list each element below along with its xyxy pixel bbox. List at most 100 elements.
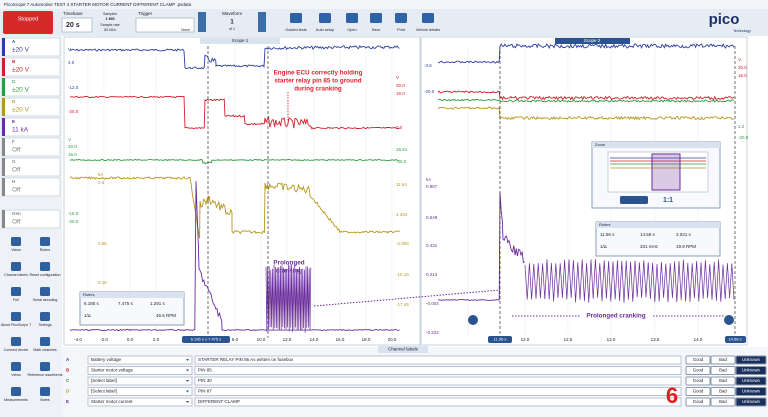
- channel-label[interactable]: [Select label]: [91, 378, 117, 383]
- tool-icon[interactable]: [11, 262, 21, 271]
- tool-icon[interactable]: [11, 387, 21, 396]
- tool-label[interactable]: Rulers: [40, 248, 51, 252]
- note-box[interactable]: [194, 355, 682, 365]
- tool-label[interactable]: Measurements: [4, 398, 28, 402]
- tool-label[interactable]: Math channels: [33, 348, 57, 352]
- toolbar-icon[interactable]: [370, 13, 382, 23]
- channel-label[interactable]: Starter motor current: [91, 399, 133, 404]
- channel-row[interactable]: [1, 177, 61, 197]
- tool-label[interactable]: Views: [11, 248, 21, 252]
- label-select[interactable]: [87, 366, 193, 375]
- channel-label[interactable]: Starter motor voltage: [91, 368, 134, 373]
- tool-label[interactable]: Views: [11, 373, 21, 377]
- verdict-button[interactable]: [710, 376, 736, 386]
- status[interactable]: Stopped: [18, 16, 39, 22]
- verdict-button[interactable]: [685, 387, 711, 396]
- verdict-button[interactable]: [685, 376, 711, 386]
- toolbar-icon[interactable]: [290, 13, 302, 23]
- verdict-label[interactable]: Good: [693, 368, 704, 373]
- tool-icon[interactable]: [11, 337, 21, 346]
- verdict-label[interactable]: Unknown: [742, 357, 761, 362]
- verdict-label[interactable]: Unknown: [742, 399, 761, 404]
- prev-waveform[interactable]: [198, 12, 206, 32]
- tool-icon[interactable]: [40, 362, 50, 371]
- verdict-button[interactable]: [710, 397, 736, 407]
- channel-note[interactable]: PIN 30: [198, 378, 212, 383]
- channel-note[interactable]: PIN 87: [198, 389, 212, 394]
- stop-button[interactable]: [3, 11, 53, 34]
- zoom-bar[interactable]: [620, 196, 648, 204]
- tool-icon[interactable]: [40, 237, 50, 246]
- verdict-label[interactable]: Unknown: [742, 389, 761, 394]
- tool-icon[interactable]: [40, 337, 50, 346]
- tool-icon[interactable]: [11, 237, 21, 246]
- channel-row[interactable]: [1, 97, 61, 117]
- tool-icon[interactable]: [40, 262, 50, 271]
- channel-labels-tab-label[interactable]: Channel labels: [388, 347, 419, 352]
- tool-icon[interactable]: [40, 287, 50, 296]
- verdict-label[interactable]: Good: [693, 399, 704, 404]
- verdict-button[interactable]: [685, 355, 711, 365]
- verdict-button[interactable]: [735, 387, 767, 396]
- verdict-label[interactable]: Bad: [719, 399, 727, 404]
- channel-row[interactable]: [1, 37, 61, 57]
- verdict-button[interactable]: [685, 397, 711, 407]
- note-box[interactable]: [194, 397, 682, 407]
- tool-icon[interactable]: [40, 387, 50, 396]
- tool-label[interactable]: Reference waveforms: [28, 373, 63, 377]
- toolbar-icon[interactable]: [346, 13, 358, 23]
- trigger-box[interactable]: [135, 17, 195, 33]
- tool-label[interactable]: Settings: [39, 323, 52, 327]
- verdict-label[interactable]: Unknown: [742, 368, 761, 373]
- toolbar-icon[interactable]: [422, 13, 434, 23]
- zoom-ratio[interactable]: 1:1: [663, 197, 673, 204]
- verdict-label[interactable]: Bad: [719, 368, 727, 373]
- tool-label[interactable]: Full: [13, 298, 19, 302]
- verdict-label[interactable]: Bad: [719, 357, 727, 362]
- next-waveform[interactable]: [258, 12, 266, 32]
- tool-icon[interactable]: [11, 287, 21, 296]
- tool-label[interactable]: Reset configuration: [30, 273, 61, 277]
- verdict-label[interactable]: Good: [693, 357, 704, 362]
- tool-icon[interactable]: [11, 312, 21, 321]
- verdict-button[interactable]: [735, 376, 767, 386]
- nav-button[interactable]: [468, 315, 478, 325]
- tool-label[interactable]: Serial decoding: [33, 298, 58, 302]
- channel-note[interactable]: PIN 85: [198, 368, 212, 373]
- channel-range[interactable]: Off: [12, 147, 21, 154]
- label-select[interactable]: [87, 397, 193, 407]
- toolbar-button-label[interactable]: Vehicle details: [416, 28, 440, 32]
- tool-label[interactable]: About PicoScope 7: [1, 323, 32, 327]
- scope-tab[interactable]: [200, 38, 280, 44]
- toolbar-button-label[interactable]: Print: [397, 28, 406, 32]
- channel-range[interactable]: 11 kA: [12, 127, 29, 134]
- verdict-button[interactable]: [735, 355, 767, 365]
- toolbar-button-label[interactable]: Auto setup: [316, 28, 334, 32]
- note-box[interactable]: [194, 366, 682, 375]
- channel-row[interactable]: [1, 137, 61, 157]
- scope-tab[interactable]: [555, 38, 630, 44]
- toolbar-button-label[interactable]: Guided tests: [285, 28, 306, 32]
- note-box[interactable]: [194, 376, 682, 386]
- tool-label[interactable]: Connect device: [4, 348, 29, 352]
- verdict-label[interactable]: Good: [693, 378, 704, 383]
- label-select[interactable]: [87, 355, 193, 365]
- verdict-label[interactable]: Good: [693, 389, 704, 394]
- channel-row[interactable]: [1, 57, 61, 77]
- channel-range[interactable]: ±20 V: [12, 87, 30, 94]
- toolbar-button-label[interactable]: Save: [372, 28, 381, 32]
- nav-button[interactable]: [724, 315, 734, 325]
- verdict-label[interactable]: Bad: [719, 389, 727, 394]
- channel-row[interactable]: [1, 157, 61, 177]
- verdict-button[interactable]: [735, 397, 767, 407]
- channel-note[interactable]: DIFFERENT CLAMP: [198, 399, 240, 404]
- verdict-button[interactable]: [710, 366, 736, 375]
- verdict-button[interactable]: [685, 366, 711, 375]
- channel-range[interactable]: Off: [12, 187, 21, 194]
- channel-label[interactable]: [Select label]: [91, 389, 117, 394]
- channel-label[interactable]: Battery voltage: [91, 357, 122, 362]
- toolbar-icon[interactable]: [319, 13, 331, 23]
- channel-row[interactable]: [1, 77, 61, 97]
- channel-labels-tab[interactable]: [378, 346, 428, 353]
- channel-note[interactable]: STARTER RELAY PIN 86 As written on fuseb…: [198, 357, 294, 362]
